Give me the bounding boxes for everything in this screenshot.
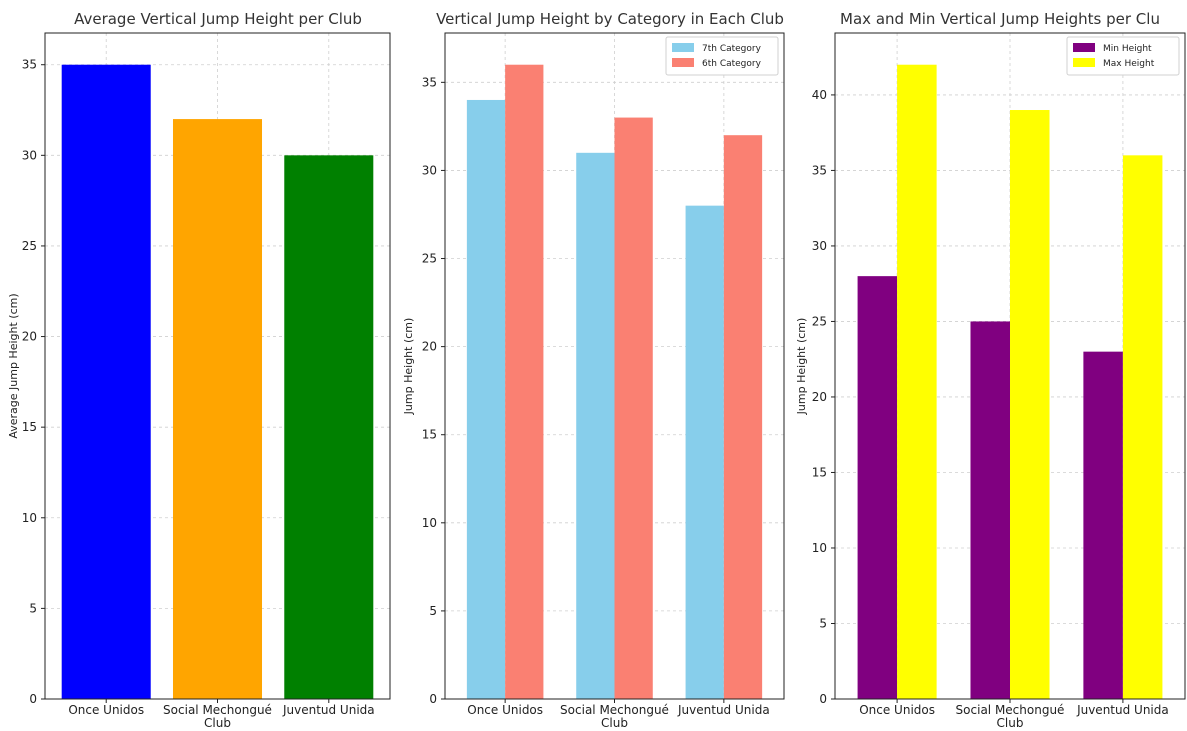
y-tick-label: 25	[812, 314, 827, 328]
x-tick-label-line: Juventud Unida	[282, 703, 375, 717]
x-tick-label-line: Social Mechongué	[560, 703, 669, 717]
y-tick-label: 20	[422, 340, 437, 354]
y-axis-label: Average Jump Height (cm)	[7, 293, 20, 438]
bar	[1083, 351, 1123, 699]
legend: 7th Category 6th Category	[665, 36, 779, 76]
legend-label: Min Height	[1103, 44, 1152, 54]
y-tick-label: 40	[812, 88, 827, 102]
legend-swatch	[672, 58, 694, 67]
y-tick-label: 35	[422, 75, 437, 89]
bar	[576, 152, 615, 700]
y-tick-label: 15	[812, 465, 827, 479]
y-tick-label: 5	[29, 601, 37, 615]
legend-label: 7th Category	[702, 44, 762, 54]
y-axis-label: Jump Height (cm)	[795, 318, 808, 416]
x-tick-label-line: Club	[601, 716, 628, 730]
y-tick-label: 35	[22, 58, 37, 72]
y-tick-label: 0	[819, 692, 827, 706]
chart-title: Vertical Jump Height by Category in Each…	[436, 10, 784, 28]
x-tick-label: Social Mechongué Club	[560, 703, 669, 730]
x-tick-label: Once Unidos	[68, 703, 144, 717]
chart-title: Max and Min Vertical Jump Heights per Cl…	[840, 10, 1160, 28]
x-tick-label: Juventud Unida	[282, 703, 375, 717]
bar	[897, 64, 937, 699]
bar	[1010, 110, 1050, 700]
y-tick-label: 30	[812, 239, 827, 253]
x-tick-label: Juventud Unida	[1076, 703, 1169, 717]
legend-label: Max Height	[1103, 59, 1155, 69]
legend: Min Height Max Height	[1066, 36, 1180, 76]
y-tick-label: 20	[22, 330, 37, 344]
x-tick-label-line: Social Mechongué	[956, 703, 1065, 717]
x-tick-label: Social Mechongué Club	[956, 703, 1065, 730]
x-tick-label-line: Once Unidos	[859, 703, 935, 717]
bar	[685, 205, 724, 699]
x-tick-label-line: Juventud Unida	[1076, 703, 1169, 717]
chart-panel-1: 0 5 10 15 20 25 30 35 Once Unidos Social Mechongu…	[7, 10, 391, 730]
bar	[1122, 155, 1163, 699]
bar	[723, 135, 763, 699]
x-tick-label: Once Unidos	[467, 703, 543, 717]
y-tick-label: 5	[429, 604, 437, 618]
y-tick-label: 25	[422, 252, 437, 266]
x-tick-label: Social Mechongué Club	[163, 703, 272, 730]
y-tick-label: 20	[812, 390, 827, 404]
legend-swatch	[1073, 58, 1095, 67]
bar	[970, 321, 1010, 699]
bar	[284, 155, 374, 699]
y-tick-label: 0	[29, 692, 37, 706]
y-tick-label: 30	[22, 148, 37, 162]
y-tick-label: 10	[812, 541, 827, 555]
y-tick-label: 0	[429, 692, 437, 706]
y-tick-label: 15	[22, 420, 37, 434]
legend-label: 6th Category	[702, 59, 762, 69]
y-tick-label: 25	[22, 239, 37, 253]
x-tick-label: Once Unidos	[859, 703, 935, 717]
x-tick-label-line: Once Unidos	[467, 703, 543, 717]
x-tick-label-line: Once Unidos	[68, 703, 144, 717]
bar	[505, 64, 544, 699]
chart-title: Average Vertical Jump Height per Club	[74, 10, 362, 28]
legend-swatch	[672, 43, 694, 52]
x-tick-label-line: Juventud Unida	[677, 703, 770, 717]
legend-swatch	[1073, 43, 1095, 52]
x-tick-label-line: Social Mechongué	[163, 703, 272, 717]
bar	[466, 99, 506, 699]
y-tick-label: 35	[812, 163, 827, 177]
y-tick-label: 15	[422, 428, 437, 442]
y-tick-label: 10	[22, 511, 37, 525]
x-tick-label-line: Club	[204, 716, 231, 730]
bar	[614, 117, 653, 700]
legend-box	[665, 36, 779, 76]
legend-box	[1066, 36, 1180, 76]
x-tick-label: Juventud Unida	[677, 703, 770, 717]
bar	[857, 276, 898, 699]
bar	[61, 64, 151, 699]
y-tick-label: 10	[422, 516, 437, 530]
bar	[172, 119, 263, 699]
y-tick-label: 5	[819, 616, 827, 630]
y-tick-label: 30	[422, 163, 437, 177]
y-axis-label: Jump Height (cm)	[402, 318, 415, 416]
x-tick-label-line: Club	[997, 716, 1024, 730]
chart-panel-3: 0 5 10 15 20 25 30 35 40 Once Unidos Social Mechon…	[795, 10, 1186, 730]
chart-panel-2: 0 5 10 15 20 25 30 35 Once Unidos Social Mechongu…	[402, 10, 785, 730]
